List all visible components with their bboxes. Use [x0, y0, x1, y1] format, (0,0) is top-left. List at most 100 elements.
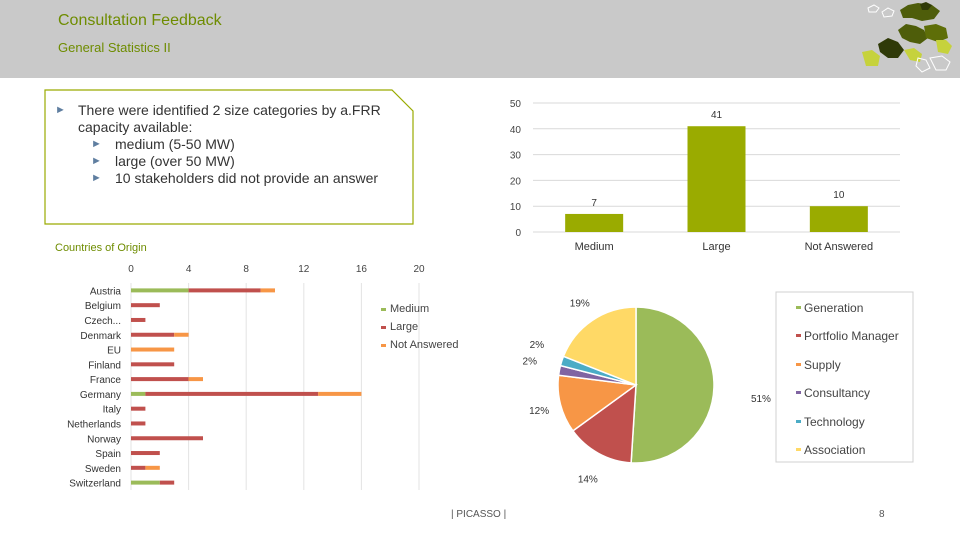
legend-label-generation: Generation: [804, 301, 864, 315]
pie-data-label: 12%: [529, 406, 549, 417]
y-tick-label: France: [90, 375, 122, 386]
pie-data-label: 51%: [751, 394, 771, 405]
bar-not-answered: [809, 206, 868, 232]
bar-segment-medium: [131, 391, 146, 396]
y-tick-label: Italy: [103, 405, 121, 416]
legend-swatch-supply: [796, 363, 801, 366]
bar-segment-large: [131, 406, 146, 411]
y-tick-label: Netherlands: [67, 419, 121, 430]
bar-segment-large: [131, 436, 203, 441]
y-tick-label: Germany: [80, 390, 121, 401]
chart-title: Countries of Origin: [55, 242, 147, 254]
map-region-central: [898, 24, 928, 44]
bar-segment-large: [131, 362, 175, 367]
pie-slice-association: [562, 306, 637, 387]
legend-swatch-generation: [796, 306, 801, 309]
page-title: Consultation Feedback: [58, 12, 222, 29]
legend-label-supply: Supply: [804, 358, 841, 372]
x-tick-label: 0: [128, 264, 134, 275]
legend-label-large: Large: [390, 321, 419, 333]
bullet-sub: ► medium (5-50 MW): [55, 136, 400, 153]
bar-medium: [565, 213, 624, 232]
pie-data-label: 2%: [523, 356, 538, 367]
legend-swatch-portfolio-manager: [796, 334, 801, 337]
bullet-main-text: There were identified 2 size categories …: [78, 102, 381, 135]
bullet-sub-text: medium (5-50 MW): [115, 136, 235, 152]
y-tick-label: 0: [515, 228, 521, 239]
bullet-arrow-icon: ►: [55, 104, 66, 116]
data-label: 7: [591, 198, 597, 209]
legend-label-portfolio-manager: Portfolio Manager: [804, 329, 899, 343]
pie-data-label: 19%: [570, 298, 590, 309]
y-tick-label: 30: [510, 151, 522, 162]
bar-segment-not-answered: [131, 347, 175, 352]
bullet-sub-text: large (over 50 MW): [115, 153, 235, 169]
bullet-arrow-icon: ►: [91, 138, 102, 150]
pie-data-label: 14%: [578, 475, 598, 486]
x-tick-label: 20: [413, 264, 425, 275]
map-outline: [867, 4, 880, 13]
page-subtitle: General Statistics II: [58, 40, 171, 55]
map-region-west: [878, 38, 904, 58]
bullet-sub: ► 10 stakeholders did not provide an ans…: [55, 170, 400, 187]
map-outline: [915, 57, 931, 73]
y-tick-label: Czech...: [84, 316, 121, 327]
bullet-main: ► There were identified 2 size categorie…: [55, 102, 400, 136]
legend-swatch-association: [796, 448, 801, 451]
header-band: [0, 0, 960, 78]
bullet-arrow-icon: ►: [91, 172, 102, 184]
map-outline: [881, 7, 895, 18]
bar-segment-medium: [131, 480, 160, 485]
page-number: 8: [879, 509, 885, 520]
bar-segment-large: [131, 317, 146, 322]
data-label: 41: [711, 110, 723, 121]
bar-segment-large: [131, 303, 160, 308]
y-tick-label: 20: [510, 176, 522, 187]
bullet-list: ► There were identified 2 size categorie…: [55, 102, 400, 187]
x-tick-label: 12: [298, 264, 310, 275]
legend-swatch-not-answered: [381, 344, 386, 347]
pie-slice-portfolio-manager: [571, 383, 637, 464]
y-tick-label: Austria: [90, 286, 122, 297]
map-region-east: [924, 24, 948, 42]
legend-label-consultancy: Consultancy: [804, 386, 871, 400]
europe-map-icon: [862, 2, 952, 73]
y-tick-label: 10: [510, 202, 522, 213]
y-tick-label: Switzerland: [69, 479, 121, 490]
bar-large: [687, 126, 746, 232]
legend-swatch-consultancy: [796, 391, 801, 394]
bar-segment-large: [131, 421, 146, 426]
bar-segment-large: [131, 377, 189, 382]
y-tick-label: EU: [107, 346, 121, 357]
bar-segment-not-answered: [174, 332, 189, 337]
legend-swatch-medium: [381, 308, 386, 311]
x-tick-label: 4: [186, 264, 192, 275]
bullet-sub-text: 10 stakeholders did not provide an answe…: [115, 170, 379, 186]
bar-segment-medium: [131, 288, 189, 293]
legend-label-association: Association: [804, 443, 866, 457]
x-tick-label: 16: [356, 264, 368, 275]
y-tick-label: Finland: [88, 360, 121, 371]
y-tick-label: 50: [510, 99, 522, 110]
x-tick-label: Not Answered: [805, 241, 873, 253]
bar-segment-not-answered: [188, 377, 203, 382]
y-tick-label: Norway: [87, 434, 121, 445]
x-tick-label: Large: [702, 241, 730, 253]
legend-label-medium: Medium: [390, 303, 430, 315]
y-tick-label: Spain: [95, 449, 121, 460]
legend-label-technology: Technology: [804, 415, 865, 429]
x-tick-label: Medium: [575, 241, 614, 253]
x-tick-label: 8: [243, 264, 249, 275]
bar-segment-large: [145, 391, 319, 396]
y-tick-label: Sweden: [85, 464, 121, 475]
map-region-north: [920, 2, 932, 10]
legend-swatch-technology: [796, 420, 801, 423]
footer-label: | PICASSO |: [451, 509, 507, 520]
y-tick-label: 40: [510, 125, 522, 136]
y-tick-label: Denmark: [80, 331, 122, 342]
bullet-sub: ► large (over 50 MW): [55, 153, 400, 170]
y-tick-label: Belgium: [85, 301, 121, 312]
